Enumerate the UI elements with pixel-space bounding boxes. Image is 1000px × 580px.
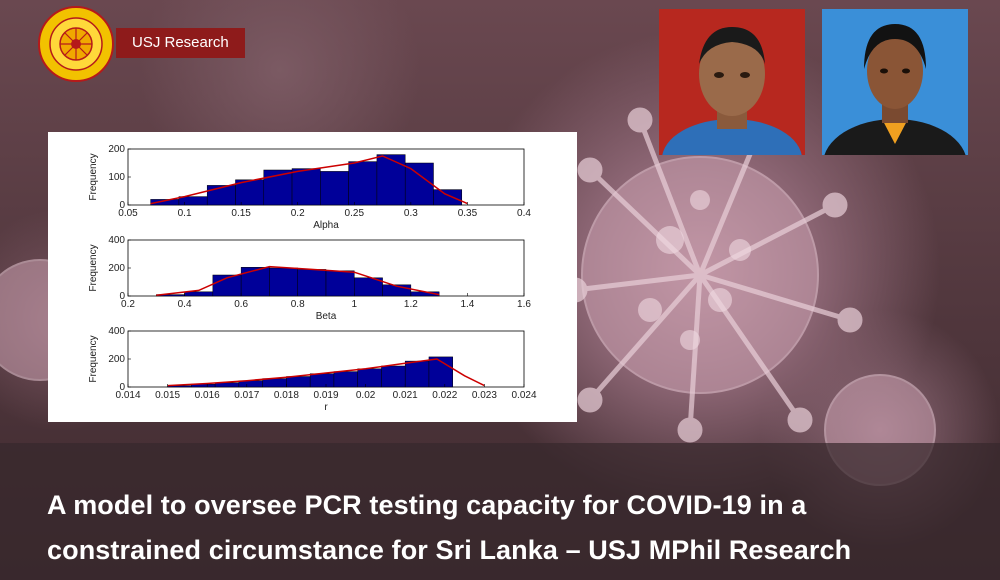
- x-tick-label: 0.023: [472, 390, 497, 401]
- x-tick-label: 0.017: [234, 390, 259, 401]
- x-tick-label: 0.02: [356, 390, 376, 401]
- y-tick-label: 100: [108, 172, 125, 183]
- x-tick-label: 0.022: [432, 390, 457, 401]
- histogram-bar: [235, 179, 265, 206]
- x-tick-label: 0.05: [118, 208, 138, 219]
- histogram-bar: [433, 189, 463, 206]
- x-tick-label: 0.018: [274, 390, 299, 401]
- histogram-bar: [291, 168, 321, 206]
- x-tick-label: 0.014: [115, 390, 140, 401]
- fit-line: [150, 155, 468, 205]
- y-tick-label: 400: [108, 235, 125, 246]
- researcher-photo-male: [659, 9, 805, 155]
- x-tick-label: 0.4: [178, 299, 192, 310]
- y-axis-label: Frequency: [88, 153, 99, 200]
- x-tick-label: 0.019: [313, 390, 338, 401]
- histogram-bar: [297, 269, 327, 297]
- x-tick-label: 0.8: [291, 299, 305, 310]
- x-tick-label: 1.6: [517, 299, 531, 310]
- histogram-bar: [381, 365, 406, 388]
- y-axis-label: Frequency: [88, 335, 99, 382]
- histogram-bar: [333, 371, 358, 388]
- headline-line-2: constrained circumstance for Sri Lanka –…: [47, 535, 852, 565]
- x-tick-label: 0.1: [178, 208, 192, 219]
- histogram-bar: [404, 162, 434, 206]
- y-tick-label: 200: [108, 263, 125, 274]
- histogram-bar: [262, 378, 287, 388]
- x-tick-label: 0.3: [404, 208, 418, 219]
- histogram-bar: [269, 267, 298, 297]
- x-tick-label: 0.35: [458, 208, 478, 219]
- y-tick-label: 200: [108, 354, 125, 365]
- x-axis-label: Alpha: [313, 220, 339, 231]
- x-tick-label: 0.2: [291, 208, 305, 219]
- x-tick-label: 0.15: [231, 208, 251, 219]
- x-tick-label: 1.2: [404, 299, 418, 310]
- y-tick-label: 400: [108, 326, 125, 337]
- histogram-svg: 0.05 0.1 0.15 0.2 0.25 0.3 0.35 0.40100200Alpha…: [88, 144, 537, 413]
- y-axis-label: Frequency: [88, 244, 99, 291]
- y-tick-label: 0: [119, 200, 125, 211]
- fit-line: [167, 358, 485, 387]
- x-tick-label: 0.021: [393, 390, 418, 401]
- x-tick-label: 1.4: [460, 299, 474, 310]
- histogram-bar: [309, 373, 335, 388]
- histogram-bar: [178, 196, 208, 206]
- headline-line-1: A model to oversee PCR testing capacity …: [47, 490, 807, 520]
- histogram-bar: [325, 270, 355, 297]
- x-tick-label: 1: [352, 299, 358, 310]
- histogram-bar: [184, 291, 214, 297]
- histogram-bar: [376, 154, 406, 206]
- histogram-bar: [348, 161, 378, 206]
- fit-line: [156, 265, 440, 297]
- researcher-photo-female: [822, 9, 968, 155]
- histogram-bar: [206, 185, 236, 206]
- histogram-bar: [286, 376, 311, 388]
- x-tick-label: 0.2: [121, 299, 135, 310]
- histogram-bar: [357, 368, 382, 388]
- histogram-bar: [320, 171, 349, 206]
- usj-research-badge: USJ Research: [116, 28, 245, 58]
- x-axis-label: Beta: [316, 311, 337, 322]
- x-tick-label: 0.024: [511, 390, 536, 401]
- histogram-bar: [382, 284, 412, 297]
- x-tick-label: 0.6: [234, 299, 248, 310]
- caption-overlay: [0, 443, 1000, 580]
- y-tick-label: 0: [119, 291, 125, 302]
- y-tick-label: 200: [108, 144, 125, 155]
- university-logo: [38, 6, 114, 82]
- x-tick-label: 0.016: [195, 390, 220, 401]
- histogram-bar: [404, 360, 430, 388]
- histogram-bar: [240, 267, 270, 297]
- x-tick-label: 0.015: [155, 390, 180, 401]
- y-tick-label: 0: [119, 382, 125, 393]
- x-tick-label: 0.4: [517, 208, 531, 219]
- histogram-figure: 0.05 0.1 0.15 0.2 0.25 0.3 0.35 0.4 0 100 200 Alpha…: [48, 132, 577, 422]
- x-tick-label: 0.25: [345, 208, 365, 219]
- x-axis-label: r: [324, 402, 328, 413]
